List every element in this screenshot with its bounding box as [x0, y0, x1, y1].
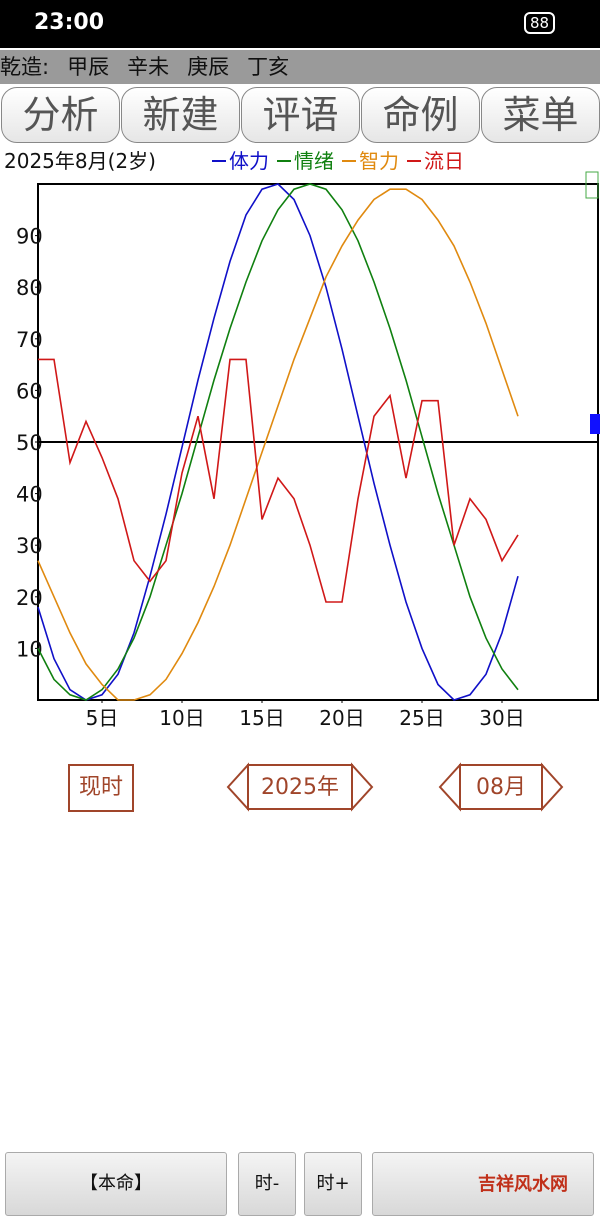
legend-item: 情绪 — [277, 149, 334, 173]
footer-button[interactable]: 时+ — [304, 1152, 362, 1216]
watermark: 吉祥风水网 — [478, 1174, 568, 1195]
y-tick-label: 40 — [16, 483, 43, 507]
legend-item: 流日 — [407, 149, 464, 173]
pillar: 庚辰 — [187, 55, 230, 79]
tab[interactable]: 命例 — [361, 87, 480, 143]
footer-button[interactable]: 时- — [238, 1152, 296, 1216]
clock: 23:00 — [34, 10, 105, 35]
y-tick-label: 20 — [16, 586, 43, 610]
legend-swatch — [407, 160, 421, 162]
x-tick-label: 30日 — [479, 706, 524, 730]
x-tick-label: 5日 — [86, 706, 119, 730]
month-label: 08月 — [476, 775, 526, 800]
legend-label: 体力 — [229, 149, 269, 173]
chart-subtitle: 2025年8月(2岁) — [4, 149, 156, 173]
legend-label: 智力 — [359, 149, 399, 173]
x-tick-label: 10日 — [159, 706, 204, 730]
status-bar: 23:00 88 — [0, 0, 600, 48]
y-tick-label: 80 — [16, 276, 43, 300]
tab[interactable]: 分析 — [1, 87, 120, 143]
series-line — [37, 183, 519, 701]
next-arrow[interactable] — [541, 762, 564, 812]
y-tick-label: 30 — [16, 534, 43, 558]
legend-item: 体力 — [212, 149, 269, 173]
tab[interactable]: 评语 — [241, 87, 360, 143]
series-line — [37, 188, 519, 701]
side-marker — [590, 414, 600, 434]
series-line — [37, 183, 519, 701]
legend-swatch — [212, 160, 226, 162]
series-line — [38, 358, 519, 603]
x-tick-label: 20日 — [319, 706, 364, 730]
next-arrow[interactable] — [351, 762, 374, 812]
y-tick-label: 70 — [16, 328, 43, 352]
legend-swatch — [277, 160, 291, 162]
header: 乾造: 甲辰 辛未 庚辰 丁亥 — [0, 50, 600, 84]
pillar: 丁亥 — [247, 55, 290, 79]
corner-marker — [585, 171, 599, 199]
picker-box — [459, 764, 543, 810]
header-label: 乾造: — [0, 55, 50, 79]
tab[interactable]: 菜单 — [481, 87, 600, 143]
x-tick-label: 25日 — [399, 706, 444, 730]
x-tick-label: 15日 — [239, 706, 284, 730]
now-button[interactable]: 现时 — [68, 764, 134, 812]
picker-box — [247, 764, 353, 810]
year-label: 2025年 — [261, 775, 339, 800]
footer-button[interactable]: 【本命】 — [5, 1152, 227, 1216]
legend-swatch — [342, 160, 356, 162]
pillar: 辛未 — [127, 55, 170, 79]
pillar: 甲辰 — [67, 55, 110, 79]
legend-label: 流日 — [424, 149, 464, 173]
year-picker[interactable] — [226, 762, 374, 812]
month-picker[interactable] — [438, 762, 564, 812]
legend-label: 情绪 — [294, 149, 334, 173]
legend-item: 智力 — [342, 149, 399, 173]
tab[interactable]: 新建 — [121, 87, 240, 143]
y-tick-label: 90 — [16, 225, 43, 249]
y-tick-label: 60 — [16, 379, 43, 403]
footer-button[interactable] — [372, 1152, 594, 1216]
legend: 体力 情绪 智力 流日 — [212, 145, 472, 174]
battery: 88 — [524, 12, 556, 34]
prev-arrow[interactable] — [438, 762, 461, 812]
prev-arrow[interactable] — [226, 762, 249, 812]
